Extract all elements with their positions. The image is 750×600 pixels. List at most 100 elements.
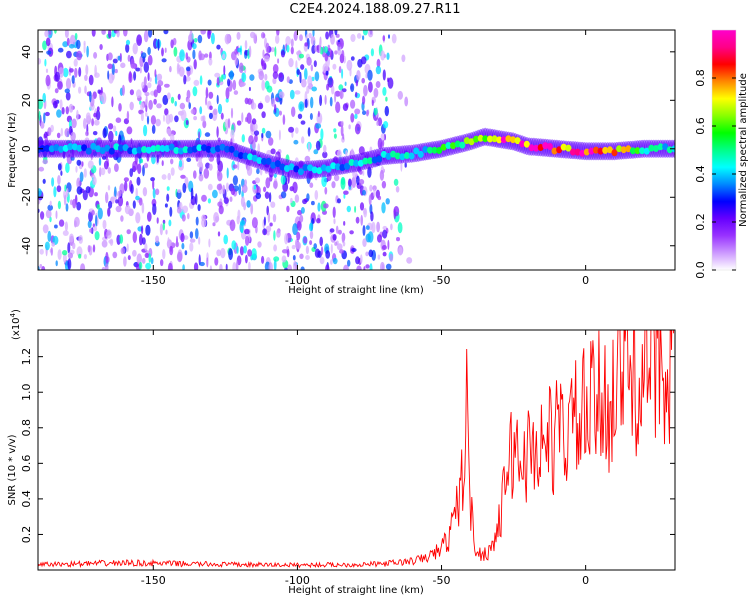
noise-blob — [223, 197, 229, 205]
noise-blob — [59, 99, 63, 110]
noise-blob — [189, 231, 194, 239]
noise-blob — [98, 157, 102, 166]
noise-blob — [332, 63, 337, 70]
noise-blob — [129, 89, 134, 96]
noise-blob — [370, 211, 374, 222]
noise-blob — [276, 229, 281, 238]
noise-blob — [83, 40, 86, 46]
noise-blob — [49, 200, 52, 207]
ridge-cell — [233, 150, 240, 158]
noise-blob — [220, 112, 224, 120]
ridge-cell — [293, 165, 300, 173]
noise-blob — [44, 58, 47, 67]
noise-blob — [127, 54, 131, 62]
noise-blob — [360, 56, 367, 65]
noise-blob — [251, 248, 257, 259]
noise-blob — [209, 51, 212, 61]
noise-blob — [248, 261, 251, 270]
noise-blob — [340, 124, 344, 137]
noise-blob — [334, 50, 338, 55]
noise-blob — [273, 230, 276, 241]
noise-blob — [307, 127, 311, 137]
noise-blob — [85, 130, 89, 137]
noise-blob — [275, 34, 280, 45]
ridge-cell — [214, 145, 221, 153]
noise-blob — [296, 69, 301, 75]
noise-blob — [185, 119, 189, 126]
noise-blob — [174, 115, 179, 123]
ridge-cell — [141, 146, 148, 153]
noise-blob — [265, 177, 271, 189]
x-tick-label: -100 — [285, 274, 310, 287]
ridge-cell — [468, 138, 475, 146]
noise-blob — [85, 64, 89, 76]
noise-blob — [244, 40, 248, 50]
noise-blob — [343, 221, 346, 226]
noise-blob — [64, 128, 70, 138]
noise-blob — [222, 184, 226, 195]
ridge-cell — [122, 144, 129, 152]
noise-blob — [190, 187, 194, 200]
noise-blob — [67, 252, 73, 259]
noise-blob — [57, 163, 62, 171]
noise-blob — [363, 266, 366, 270]
noise-blob — [278, 129, 281, 141]
noise-blob — [345, 150, 348, 157]
noise-blob — [187, 212, 190, 220]
noise-blob — [108, 200, 113, 209]
noise-blob — [324, 53, 329, 62]
noise-blob — [229, 196, 233, 202]
ridge-cell — [445, 142, 452, 149]
noise-blob — [349, 230, 354, 235]
noise-blob — [97, 207, 103, 220]
noise-blob — [45, 74, 51, 87]
noise-blob — [159, 223, 163, 236]
ridge-cell — [385, 152, 392, 160]
noise-blob — [320, 128, 324, 141]
noise-blob — [162, 94, 169, 106]
noise-blob — [84, 85, 87, 94]
noise-blob — [107, 167, 112, 174]
noise-blob — [92, 244, 96, 253]
noise-blob — [375, 65, 382, 75]
noise-blob — [321, 175, 327, 188]
noise-blob — [114, 186, 117, 197]
noise-blob — [361, 77, 366, 84]
ridge-cell — [173, 147, 180, 154]
snr-x-label: Height of straight line (km) — [288, 585, 424, 596]
noise-blob — [78, 234, 83, 244]
noise-blob — [293, 139, 299, 145]
noise-blob — [339, 249, 345, 254]
noise-blob — [263, 55, 270, 62]
noise-blob — [156, 103, 162, 109]
noise-blob — [126, 110, 130, 121]
noise-blob — [238, 184, 242, 196]
noise-blob — [80, 263, 86, 270]
chart-title: C2E4.2024.188.09.27.R11 — [289, 2, 461, 17]
noise-blob — [315, 123, 322, 129]
noise-blob — [331, 181, 336, 189]
noise-blob — [250, 102, 257, 110]
noise-blob — [76, 246, 83, 257]
noise-blob — [246, 200, 251, 208]
noise-blob — [280, 50, 286, 58]
ridge-cell — [145, 146, 152, 154]
noise-blob — [386, 52, 390, 60]
noise-blob — [152, 188, 156, 199]
noise-blob — [356, 70, 361, 81]
noise-blob — [313, 149, 319, 155]
noise-blob — [291, 244, 296, 250]
noise-blob — [216, 249, 222, 257]
noise-blob — [76, 159, 82, 166]
noise-blob — [205, 87, 209, 99]
noise-blob — [206, 257, 209, 268]
noise-blob — [244, 179, 248, 187]
ridge-cell — [574, 148, 581, 156]
y-tick-label: 0.6 — [20, 455, 33, 473]
noise-blob — [376, 58, 381, 68]
noise-blob — [382, 225, 388, 231]
noise-blob — [369, 263, 373, 270]
noise-blob — [236, 246, 239, 254]
noise-blob — [38, 166, 45, 172]
noise-blob — [87, 160, 94, 169]
